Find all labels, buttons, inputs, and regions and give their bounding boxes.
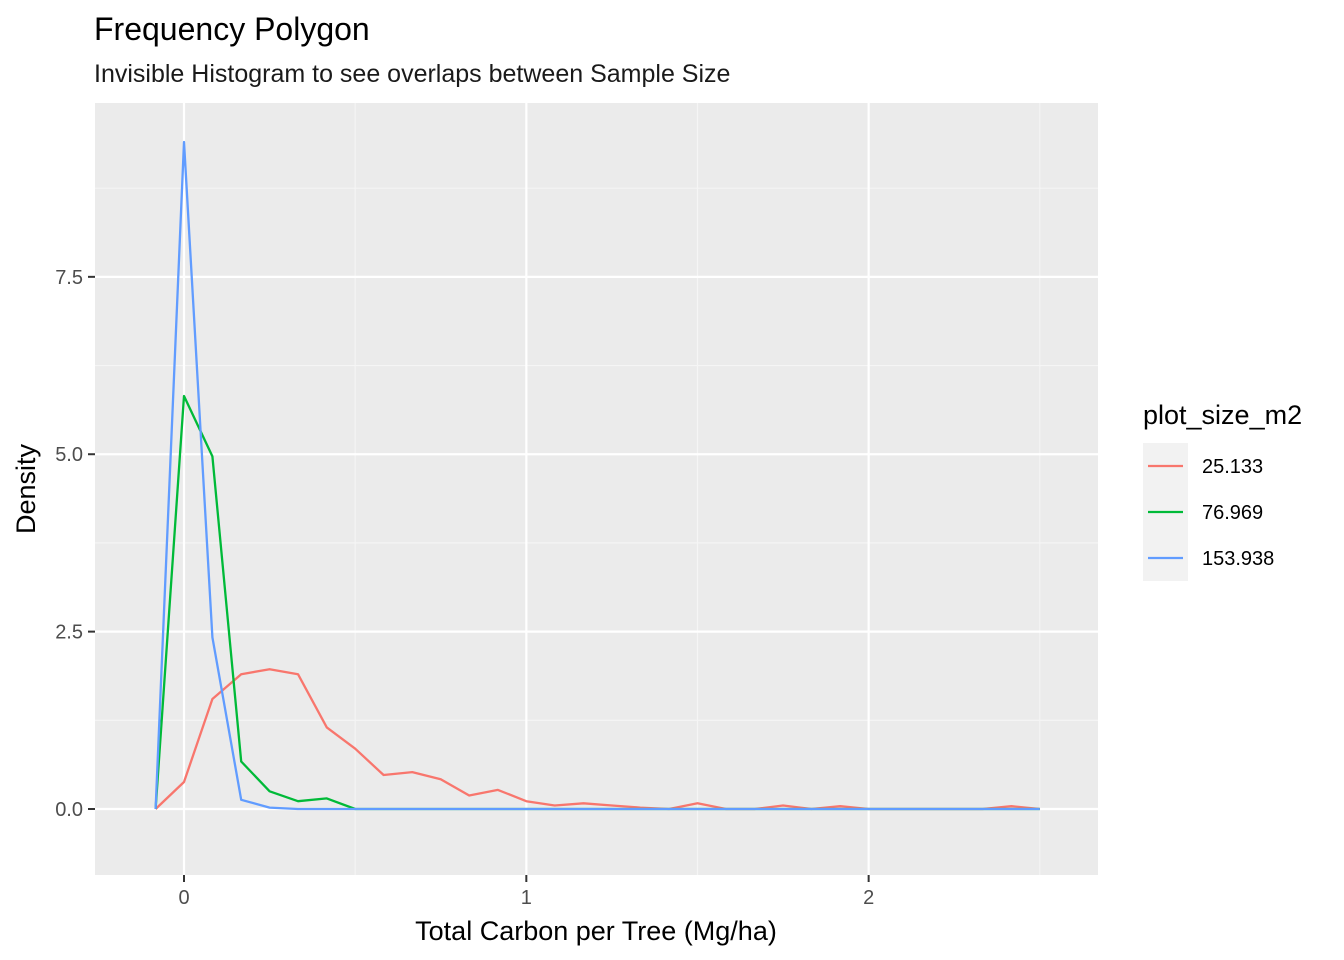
y-tick-label: 2.5	[55, 622, 83, 644]
minor-gridlines	[95, 103, 1098, 875]
x-tick-label: 2	[863, 887, 874, 909]
major-gridlines	[95, 103, 1098, 875]
x-tick-label: 1	[521, 887, 532, 909]
y-axis-title: Density	[11, 443, 41, 534]
chart-title: Frequency Polygon	[94, 11, 370, 47]
series-line-153.938	[154, 140, 1040, 811]
legend-label: 25.133	[1202, 456, 1263, 478]
y-axis: 0.0 2.5 5.0 7.5	[55, 267, 95, 821]
legend-title: plot_size_m2	[1143, 400, 1302, 430]
x-axis: 0 1 2	[178, 875, 874, 909]
legend-label: 153.938	[1202, 548, 1274, 570]
series-lines	[154, 140, 1040, 811]
y-tick-label: 0.0	[55, 799, 83, 821]
y-tick-label: 7.5	[55, 267, 83, 289]
y-tick-label: 5.0	[55, 444, 83, 466]
plot-panel	[95, 103, 1098, 875]
x-tick-label: 0	[178, 887, 189, 909]
legend: plot_size_m2 25.133 76.969 153.938	[1143, 400, 1302, 581]
x-axis-title: Total Carbon per Tree (Mg/ha)	[415, 916, 777, 946]
legend-items: 25.133 76.969 153.938	[1143, 443, 1274, 581]
legend-label: 76.969	[1202, 502, 1263, 524]
chart-subtitle: Invisible Histogram to see overlaps betw…	[94, 60, 730, 88]
